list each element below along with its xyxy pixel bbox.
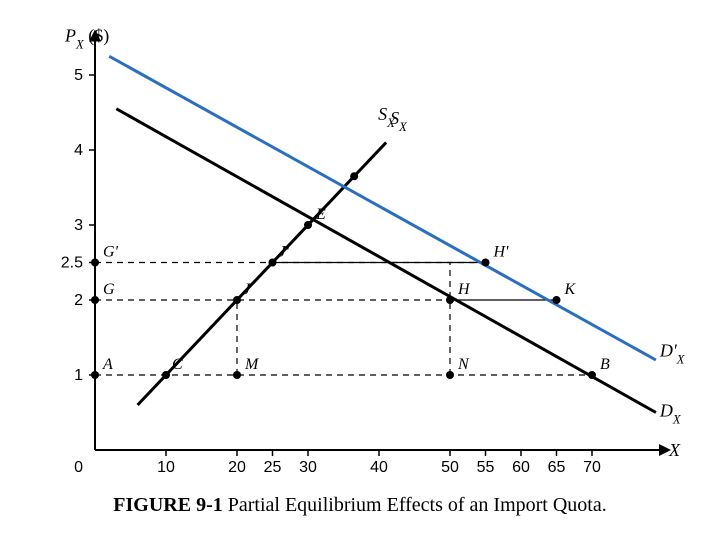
svg-text:25: 25 (264, 459, 282, 476)
svg-text:0: 0 (74, 459, 83, 476)
svg-text:PX ($): PX ($) (64, 26, 109, 52)
svg-text:DX: DX (659, 400, 682, 426)
svg-text:60: 60 (512, 459, 530, 476)
svg-text:2: 2 (74, 292, 83, 309)
chart-svg: 10202530405055606570122.53450PX ($)XSXSX… (0, 0, 720, 490)
svg-text:M: M (244, 356, 260, 373)
svg-text:C: C (172, 356, 183, 373)
svg-text:2.5: 2.5 (61, 255, 83, 272)
caption-text: Partial Equilibrium Effects of an Import… (223, 494, 607, 516)
svg-text:J: J (243, 281, 251, 298)
svg-text:5: 5 (74, 67, 83, 84)
svg-text:65: 65 (548, 459, 566, 476)
svg-text:4: 4 (74, 142, 83, 159)
svg-text:40: 40 (370, 459, 388, 476)
svg-text:E: E (315, 206, 326, 223)
svg-text:A: A (102, 356, 113, 373)
caption-label: FIGURE 9-1 (113, 494, 222, 516)
svg-text:H: H (457, 281, 471, 298)
svg-text:N: N (457, 356, 470, 373)
svg-text:70: 70 (583, 459, 601, 476)
svg-text:20: 20 (228, 459, 246, 476)
svg-text:30: 30 (299, 459, 317, 476)
figure-caption: FIGURE 9-1 Partial Equilibrium Effects o… (0, 494, 720, 517)
svg-text:55: 55 (477, 459, 495, 476)
svg-text:D'X: D'X (659, 340, 686, 366)
svg-text:B: B (600, 356, 610, 373)
svg-text:50: 50 (441, 459, 459, 476)
svg-text:10: 10 (157, 459, 175, 476)
svg-text:J': J' (279, 244, 290, 261)
svg-text:1: 1 (74, 367, 83, 384)
figure-container: 10202530405055606570122.53450PX ($)XSXSX… (0, 0, 720, 540)
svg-text:K: K (564, 281, 577, 298)
svg-text:G': G' (103, 244, 119, 261)
svg-text:3: 3 (74, 217, 83, 234)
svg-text:X: X (668, 440, 681, 460)
svg-text:H': H' (493, 244, 510, 261)
svg-text:G: G (103, 281, 115, 298)
